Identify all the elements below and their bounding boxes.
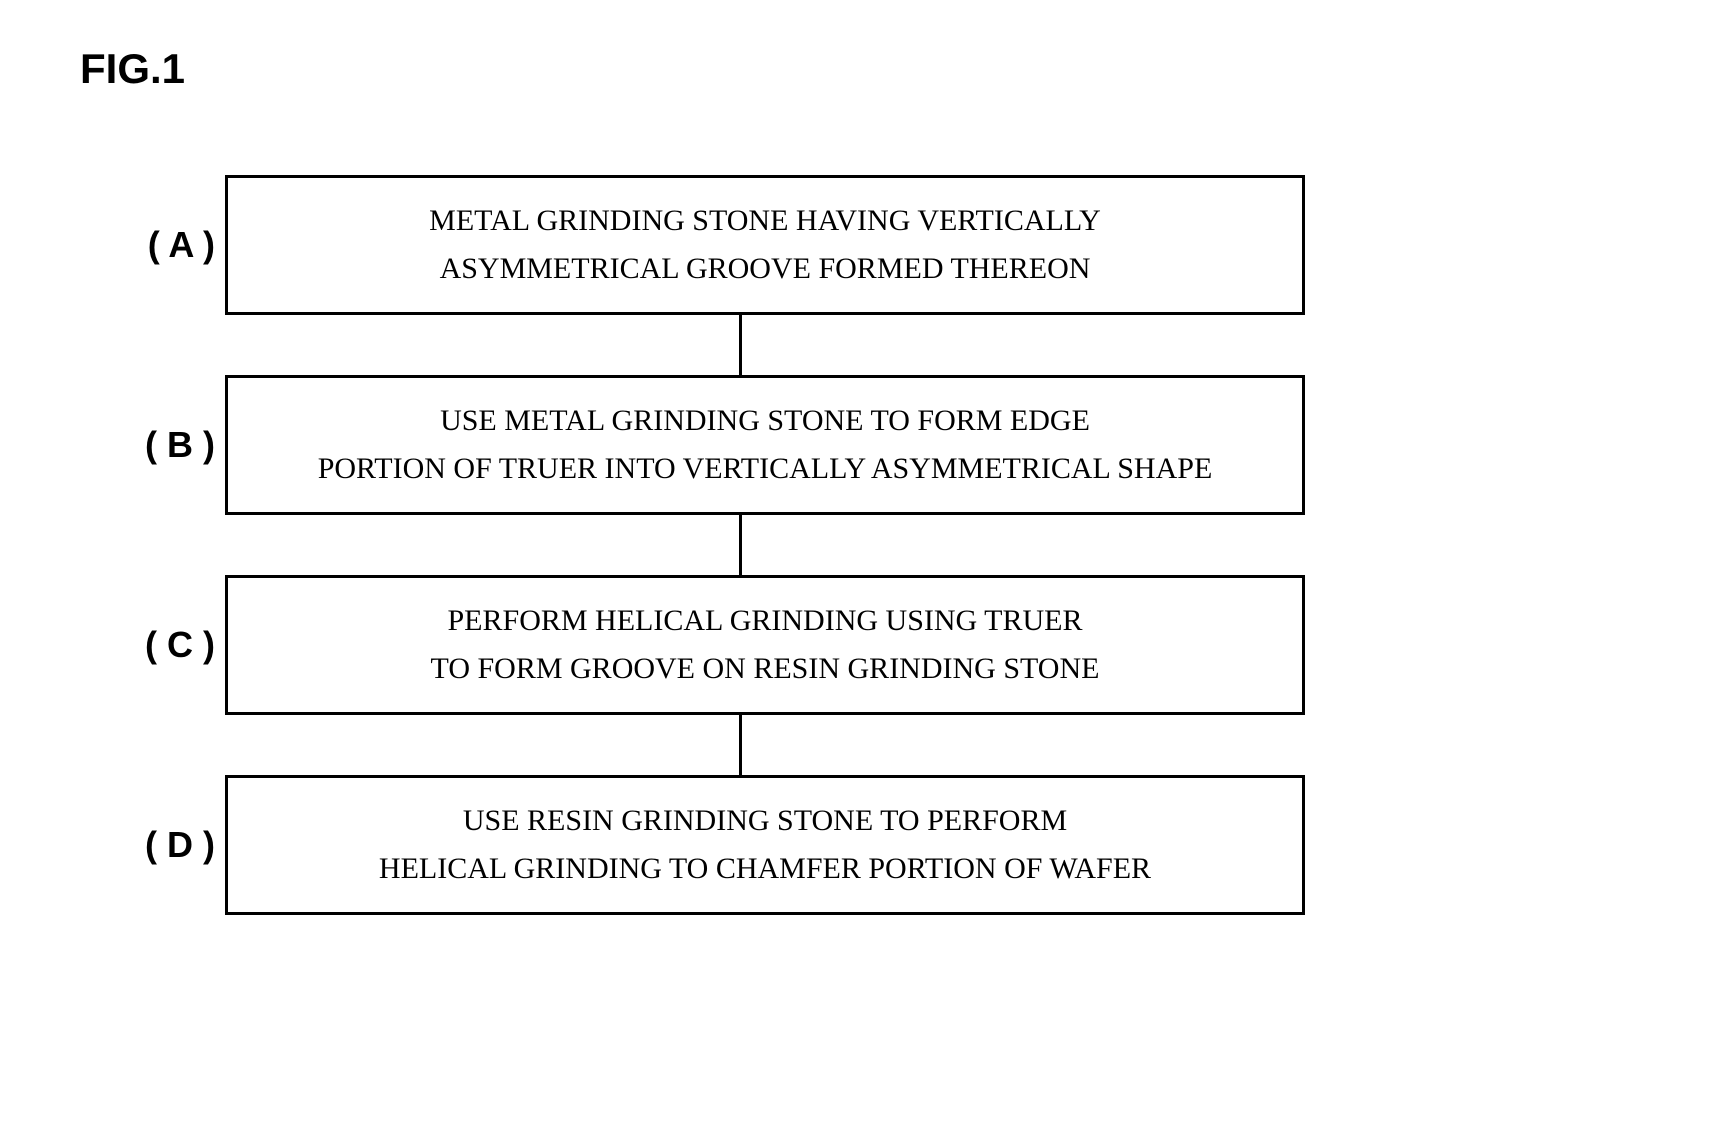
- step-box-d: USE RESIN GRINDING STONE TO PERFORM HELI…: [225, 775, 1305, 915]
- step-b-line-1: USE METAL GRINDING STONE TO FORM EDGE: [440, 397, 1090, 445]
- connector-c-d: [739, 715, 742, 775]
- step-box-a: METAL GRINDING STONE HAVING VERTICALLY A…: [225, 175, 1305, 315]
- step-a-line-2: ASYMMETRICAL GROOVE FORMED THEREON: [440, 245, 1091, 293]
- step-b-line-2: PORTION OF TRUER INTO VERTICALLY ASYMMET…: [318, 445, 1213, 493]
- step-box-b: USE METAL GRINDING STONE TO FORM EDGE PO…: [225, 375, 1305, 515]
- step-d-line-2: HELICAL GRINDING TO CHAMFER PORTION OF W…: [379, 845, 1151, 893]
- step-c-line-1: PERFORM HELICAL GRINDING USING TRUER: [447, 597, 1082, 645]
- figure-label: FIG.1: [80, 45, 185, 93]
- step-label-d: ( D ): [115, 824, 215, 866]
- step-label-a: ( A ): [115, 224, 215, 266]
- step-label-c: ( C ): [115, 624, 215, 666]
- step-label-b: ( B ): [115, 424, 215, 466]
- step-row-c: ( C ) PERFORM HELICAL GRINDING USING TRU…: [115, 575, 1315, 715]
- step-box-c: PERFORM HELICAL GRINDING USING TRUER TO …: [225, 575, 1305, 715]
- step-a-line-1: METAL GRINDING STONE HAVING VERTICALLY: [429, 197, 1101, 245]
- connector-b-c: [739, 515, 742, 575]
- connector-a-b: [739, 315, 742, 375]
- flowchart-container: ( A ) METAL GRINDING STONE HAVING VERTIC…: [115, 175, 1315, 915]
- step-row-b: ( B ) USE METAL GRINDING STONE TO FORM E…: [115, 375, 1315, 515]
- step-row-a: ( A ) METAL GRINDING STONE HAVING VERTIC…: [115, 175, 1315, 315]
- step-c-line-2: TO FORM GROOVE ON RESIN GRINDING STONE: [431, 645, 1100, 693]
- step-d-line-1: USE RESIN GRINDING STONE TO PERFORM: [463, 797, 1067, 845]
- step-row-d: ( D ) USE RESIN GRINDING STONE TO PERFOR…: [115, 775, 1315, 915]
